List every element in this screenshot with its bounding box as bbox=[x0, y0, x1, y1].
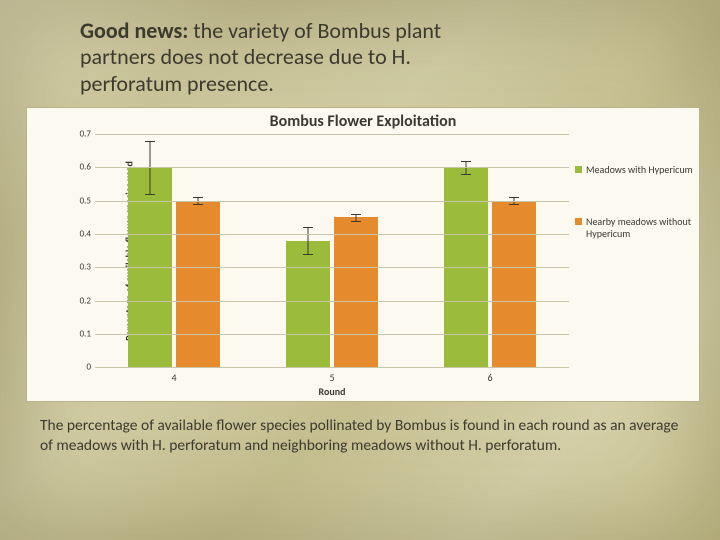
error-cap bbox=[461, 174, 471, 175]
error-cap bbox=[509, 204, 519, 205]
error-cap bbox=[461, 161, 471, 162]
caption: The percentage of available flower speci… bbox=[40, 416, 680, 455]
legend-item-1: Nearby meadows without Hypericum bbox=[575, 216, 693, 240]
x-tick-label: 5 bbox=[329, 371, 334, 384]
bars-layer bbox=[95, 134, 569, 367]
error-cap bbox=[351, 221, 361, 222]
grid-line bbox=[95, 201, 569, 202]
error-cap bbox=[193, 204, 203, 205]
legend: Meadows with Hypericum Nearby meadows wi… bbox=[575, 164, 693, 280]
grid-line bbox=[95, 301, 569, 302]
bar bbox=[176, 201, 220, 367]
y-tick-label: 0.4 bbox=[71, 229, 91, 240]
y-tick-label: 0.6 bbox=[71, 162, 91, 173]
legend-swatch-0 bbox=[575, 166, 582, 173]
grid-line bbox=[95, 167, 569, 168]
y-tick-label: 0.1 bbox=[71, 328, 91, 339]
title-bold: Good news: bbox=[80, 17, 188, 44]
bar bbox=[286, 241, 330, 367]
title-line3: perforatum presence. bbox=[80, 71, 660, 97]
legend-label-0: Meadows with Hypericum bbox=[586, 164, 693, 176]
error-cap bbox=[303, 227, 313, 228]
y-tick-label: 0.2 bbox=[71, 295, 91, 306]
error-cap bbox=[509, 197, 519, 198]
x-axis-label: Round bbox=[319, 385, 346, 398]
slide-title: Good news: the variety of Bombus plant p… bbox=[80, 18, 660, 97]
legend-item-0: Meadows with Hypericum bbox=[575, 164, 693, 176]
error-cap bbox=[351, 214, 361, 215]
chart-title: Bombus Flower Exploitation bbox=[27, 108, 699, 131]
chart-body: Percentage of available flower species u… bbox=[67, 134, 569, 367]
title-line2: partners does not decrease due to H. bbox=[80, 44, 660, 70]
bar bbox=[492, 201, 536, 367]
chart-container: Bombus Flower Exploitation Percentage of… bbox=[26, 107, 700, 402]
y-tick-label: 0.5 bbox=[71, 195, 91, 206]
error-cap bbox=[193, 197, 203, 198]
error-cap bbox=[303, 254, 313, 255]
grid-line bbox=[95, 334, 569, 335]
y-tick-label: 0 bbox=[71, 362, 91, 373]
legend-label-1: Nearby meadows without Hypericum bbox=[586, 216, 693, 240]
y-tick-label: 0.7 bbox=[71, 129, 91, 140]
error-cap bbox=[145, 141, 155, 142]
y-tick-label: 0.3 bbox=[71, 262, 91, 273]
bar bbox=[334, 217, 378, 367]
title-rest1: the variety of Bombus plant bbox=[188, 17, 441, 44]
grid-line bbox=[95, 134, 569, 135]
grid-line bbox=[95, 367, 569, 368]
plot-area: Round 00.10.20.30.40.50.60.7456 bbox=[95, 134, 569, 367]
slide: Good news: the variety of Bombus plant p… bbox=[0, 0, 720, 540]
x-tick-label: 4 bbox=[171, 371, 176, 384]
error-bar bbox=[308, 227, 309, 254]
grid-line bbox=[95, 267, 569, 268]
x-tick-label: 6 bbox=[487, 371, 492, 384]
legend-swatch-1 bbox=[575, 218, 582, 225]
error-cap bbox=[145, 194, 155, 195]
grid-line bbox=[95, 234, 569, 235]
